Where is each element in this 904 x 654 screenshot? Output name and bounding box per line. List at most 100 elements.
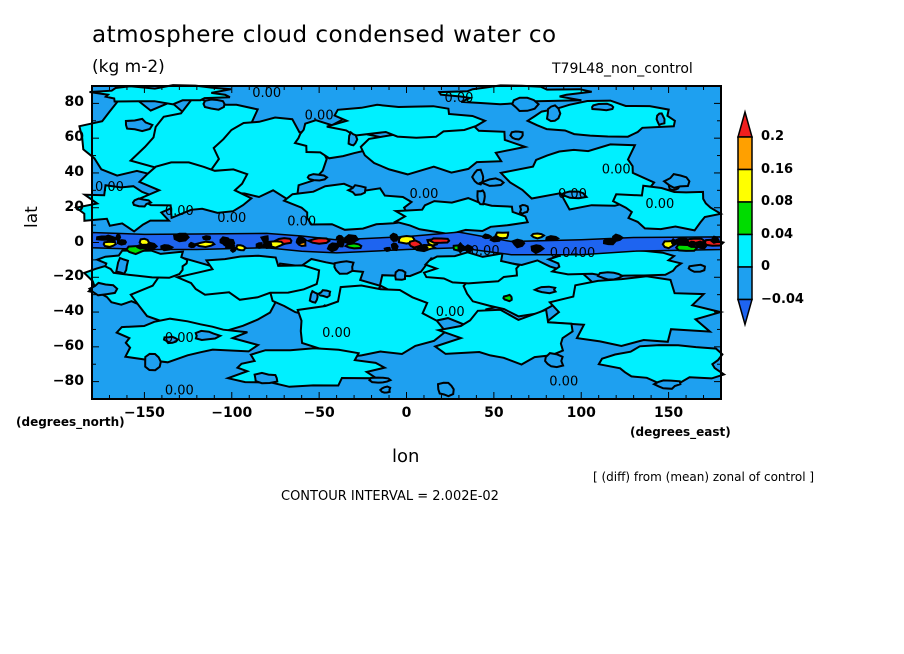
contour-region-blue	[345, 184, 367, 196]
x-tick-label: 100	[566, 405, 596, 421]
contour-clutter	[674, 237, 690, 246]
contour-label: 0.00	[409, 187, 438, 202]
contour-region-blue	[194, 329, 223, 342]
contour-label: 0.00	[322, 326, 351, 341]
contour-clutter	[694, 240, 709, 250]
colorbar-label: 0.16	[761, 161, 794, 177]
contour-region-blue	[476, 189, 486, 206]
contour-region-cyan	[611, 184, 724, 232]
contour-region-blue	[651, 379, 682, 390]
contour-region-blue	[115, 256, 130, 276]
y-tick-label: 0	[74, 233, 84, 250]
contour-clutter	[201, 235, 212, 241]
x-axis-units: (degrees_east)	[630, 425, 731, 439]
contour-clutter	[102, 234, 119, 242]
contour-clutter	[342, 234, 360, 245]
colorbar-label: 0	[761, 259, 771, 274]
contour-region-blue	[558, 190, 589, 200]
contour-clutter	[172, 232, 190, 243]
contour-clutter	[611, 235, 619, 240]
contour-clutter	[510, 238, 526, 249]
y-tick-label: −80	[52, 372, 84, 389]
contour-clutter	[489, 235, 503, 243]
diff-note: [ (diff) from (mean) zonal of control ]	[593, 470, 815, 484]
contour-region-blue	[131, 197, 153, 208]
y-axis-units: (degrees_north)	[16, 415, 125, 429]
contour-label: 0.00	[602, 162, 631, 177]
contour-region-cyan	[433, 308, 574, 366]
contour-clutter	[602, 238, 617, 246]
contour-region-blue	[510, 96, 541, 113]
contour-label: 0.00	[165, 204, 194, 219]
contour-region-cyan	[174, 254, 321, 301]
contour-interval: CONTOUR INTERVAL = 2.002E-02	[281, 489, 499, 504]
x-axis-label: lon	[392, 446, 420, 467]
contour-label: 0.00	[471, 244, 500, 259]
contour-region-blue	[317, 289, 332, 299]
contour-region-blue	[591, 102, 615, 112]
contour-region-blue	[509, 130, 524, 141]
contour-clutter	[463, 244, 475, 254]
contour-clutter	[262, 241, 273, 250]
x-tick-label: −150	[123, 405, 165, 421]
contour-clutter	[710, 235, 720, 244]
contour-label: 0.0400	[550, 246, 596, 261]
contour-region-blue	[687, 263, 706, 273]
contour-label: 0.00	[549, 375, 578, 390]
contour-region-blue	[378, 385, 392, 394]
contour-clutter	[482, 233, 493, 240]
chart-title: atmosphere cloud condensed water co	[92, 22, 557, 48]
contour-clutter	[259, 235, 269, 244]
contour-label: 0.00	[217, 211, 246, 226]
anomaly-spot	[305, 237, 332, 245]
contour-region-blue	[532, 285, 558, 295]
contour-region-blue	[124, 117, 154, 133]
contour-region-cyan	[422, 251, 522, 285]
contour-region-cyan	[282, 182, 415, 231]
anomaly-spot	[428, 237, 451, 244]
contour-clutter	[160, 244, 175, 252]
colorbar-segment	[737, 136, 753, 171]
anomaly-spot	[102, 240, 117, 248]
contour-label: 0.00	[252, 86, 281, 101]
colorbar-label: 0.08	[761, 194, 794, 209]
contour-label: 0.00	[95, 180, 124, 195]
anomaly-spot	[530, 232, 546, 240]
x-tick-label: 0	[401, 405, 412, 421]
contour-region-cyan	[437, 84, 592, 106]
contour-label: 0.00	[558, 187, 587, 202]
contour-region-cyan	[136, 161, 254, 220]
contour-label: 0.00	[165, 331, 194, 346]
x-tick-label: 50	[484, 405, 504, 421]
contour-clutter	[545, 235, 561, 242]
contour-region-blue	[596, 271, 625, 281]
contour-region-blue	[436, 381, 455, 398]
contour-label: 0.00	[165, 383, 194, 398]
contour-clutter	[255, 242, 264, 249]
contour-clutter	[383, 246, 392, 252]
contour-region-blue	[368, 376, 393, 384]
contour-region-blue	[394, 268, 407, 281]
contour-region-blue	[162, 335, 180, 345]
contour-region-cyan	[597, 344, 727, 385]
contour-region-cyan	[543, 275, 725, 348]
contour-label: 0.00	[436, 305, 465, 320]
contour-clutter	[295, 235, 308, 245]
colorbar-segment	[737, 266, 753, 301]
contour-region-blue	[202, 98, 226, 111]
anomaly-spot	[343, 242, 363, 250]
contour-region-blue	[655, 112, 666, 127]
y-tick-label: 40	[64, 163, 84, 180]
colorbar-label: −0.04	[761, 291, 804, 307]
colorbar-segment	[737, 168, 753, 203]
contour-region-blue	[347, 130, 359, 147]
colorbar-label: 0.2	[761, 129, 785, 144]
colorbar-label: 0.04	[761, 226, 794, 242]
contour-region-cyan	[326, 103, 488, 139]
x-tick-label: −50	[303, 405, 335, 421]
contour-region-blue	[478, 177, 506, 187]
contour-region-blue	[333, 260, 355, 275]
contour-region-blue	[144, 352, 162, 372]
y-axis-label: lat	[22, 206, 42, 228]
contour-region-cyan	[115, 317, 261, 364]
